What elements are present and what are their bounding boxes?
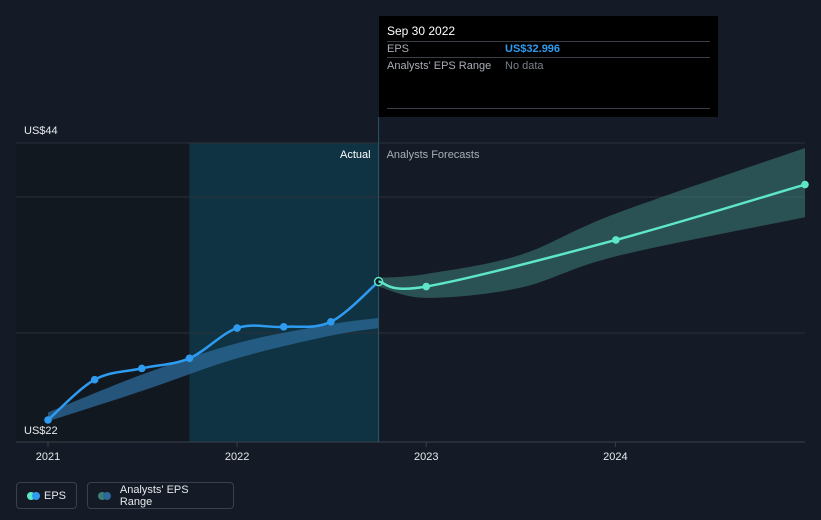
legend-range-label: Analysts' EPS Range — [119, 483, 189, 508]
hover-tooltip: Sep 30 2022 EPS US$32.996 Analysts' EPS … — [379, 16, 718, 117]
x-tick-label: 2023 — [414, 451, 438, 463]
x-tick-label: 2022 — [225, 451, 249, 463]
tooltip-date: Sep 30 2022 — [387, 24, 456, 38]
eps-actual-point — [327, 317, 335, 326]
forecast-region-label: Analysts Forecasts — [387, 149, 480, 161]
eps-actual-point — [279, 323, 288, 331]
tooltip-divider — [387, 41, 710, 42]
eps-actual-point — [233, 324, 241, 332]
eps-actual-point — [137, 364, 146, 373]
tooltip-range-label: Analysts' EPS Range — [387, 60, 492, 72]
y-tick-label-max: US$44 — [24, 125, 58, 137]
y-tick-label-min: US$22 — [24, 425, 58, 437]
x-tick-label: 2024 — [603, 451, 627, 463]
x-tick-label: 2021 — [36, 451, 60, 463]
eps-forecast-point — [422, 282, 431, 291]
legend-eps-dot-forecast — [27, 491, 35, 500]
legend-eps-swatch — [27, 491, 40, 500]
legend-range-toggle[interactable]: Analysts' EPS Range — [87, 482, 234, 509]
legend-range-dot-actual — [103, 491, 111, 500]
forecast-range-band — [378, 148, 805, 298]
eps-forecast-line — [378, 183, 806, 291]
tooltip-range-value: No data — [505, 60, 544, 72]
legend-range-dot-forecast — [98, 491, 106, 500]
eps-actual-point — [185, 354, 194, 363]
eps-actual-line — [47, 280, 380, 421]
legend-range-swatch — [98, 491, 112, 500]
tooltip-eps-label: EPS — [387, 43, 410, 55]
legend-eps-dot-actual — [32, 491, 40, 500]
eps-actual-point — [90, 375, 99, 384]
eps-forecast-point — [801, 180, 809, 189]
tooltip-divider — [387, 57, 710, 58]
eps-forecast-point — [612, 236, 620, 244]
historical-range-band — [48, 318, 379, 422]
tooltip-eps-value: US$32.996 — [505, 43, 561, 55]
legend-eps-label: EPS — [43, 489, 66, 502]
highlight-period-shade — [189, 143, 379, 442]
actual-region-label: Actual — [340, 149, 371, 161]
tooltip-divider — [387, 108, 710, 109]
legend-eps-toggle[interactable]: EPS — [16, 482, 77, 509]
eps-actual-point — [44, 416, 52, 424]
